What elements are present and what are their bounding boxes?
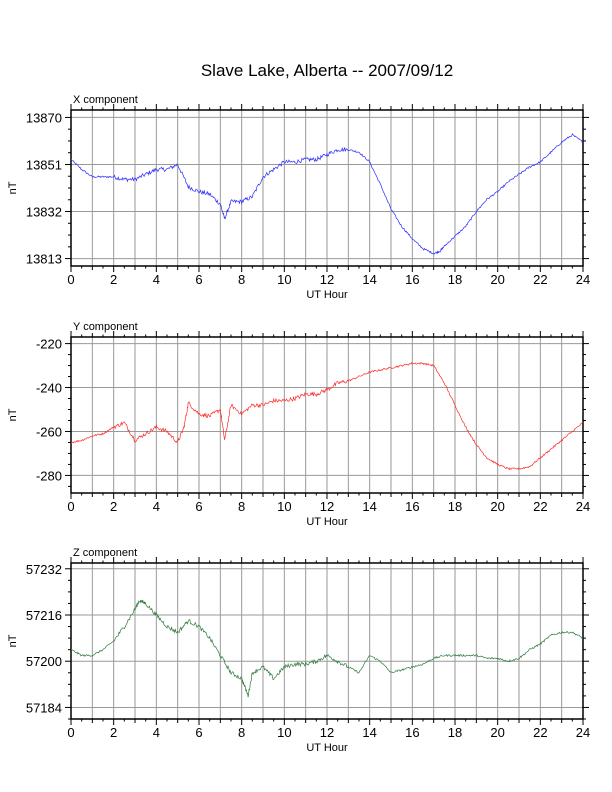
series-line (70, 362, 584, 471)
x-tick-label: 20 (490, 499, 504, 514)
x-tick-label: 20 (490, 725, 504, 740)
x-axis-label: UT Hour (306, 742, 348, 754)
y-axis-label: nT (7, 181, 19, 194)
x-tick-label: 16 (405, 272, 419, 287)
x-tick-label: 18 (448, 725, 462, 740)
x-tick-label: 16 (405, 499, 419, 514)
y-tick-label: 57216 (26, 608, 62, 623)
y-tick-label: 13851 (26, 157, 62, 172)
y-tick-label: -220 (36, 337, 62, 352)
x-tick-label: 24 (576, 725, 590, 740)
y-tick-label: 13870 (26, 110, 62, 125)
x-tick-label: 0 (67, 499, 74, 514)
x-tick-label: 12 (320, 272, 334, 287)
x-tick-label: 6 (195, 272, 202, 287)
y-tick-label: -240 (36, 381, 62, 396)
x-tick-label: 14 (362, 725, 376, 740)
x-tick-label: 2 (110, 272, 117, 287)
x-tick-label: 6 (195, 725, 202, 740)
x-tick-label: 10 (277, 272, 291, 287)
y-tick-label: 13832 (26, 205, 62, 220)
x-tick-label: 4 (153, 272, 160, 287)
chart-title: Slave Lake, Alberta -- 2007/09/12 (201, 61, 453, 80)
panel-label: Y component (73, 321, 138, 333)
x-tick-label: 4 (153, 725, 160, 740)
y-tick-label: -280 (36, 468, 62, 483)
y-axis-label: nT (7, 634, 19, 647)
x-tick-label: 0 (67, 272, 74, 287)
x-tick-label: 8 (238, 272, 245, 287)
series-line (70, 599, 584, 698)
x-tick-label: 12 (320, 725, 334, 740)
x-tick-label: 6 (195, 499, 202, 514)
x-tick-label: 8 (238, 499, 245, 514)
x-tick-label: 12 (320, 499, 334, 514)
x-tick-label: 2 (110, 499, 117, 514)
y-tick-label: 57184 (26, 700, 62, 715)
y-tick-label: -260 (36, 424, 62, 439)
x-tick-label: 10 (277, 725, 291, 740)
y-tick-label: 13813 (26, 252, 62, 267)
x-tick-label: 14 (362, 499, 376, 514)
x-tick-label: 0 (67, 725, 74, 740)
y-tick-label: 57232 (26, 562, 62, 577)
x-tick-label: 24 (576, 499, 590, 514)
series-line (70, 133, 584, 255)
y-tick-label: 57200 (26, 654, 62, 669)
x-axis-label: UT Hour (306, 289, 348, 301)
x-tick-label: 22 (533, 272, 547, 287)
x-tick-label: 24 (576, 272, 590, 287)
x-tick-label: 20 (490, 272, 504, 287)
panel-label: X component (73, 94, 138, 106)
x-tick-label: 18 (448, 499, 462, 514)
panel-label: Z component (73, 547, 137, 559)
x-tick-label: 4 (153, 499, 160, 514)
x-tick-label: 14 (362, 272, 376, 287)
y-axis-label: nT (7, 408, 19, 421)
x-tick-label: 22 (533, 499, 547, 514)
x-tick-label: 16 (405, 725, 419, 740)
x-tick-label: 22 (533, 725, 547, 740)
x-tick-label: 18 (448, 272, 462, 287)
x-tick-label: 8 (238, 725, 245, 740)
x-tick-label: 2 (110, 725, 117, 740)
x-tick-label: 10 (277, 499, 291, 514)
x-axis-label: UT Hour (306, 516, 348, 528)
